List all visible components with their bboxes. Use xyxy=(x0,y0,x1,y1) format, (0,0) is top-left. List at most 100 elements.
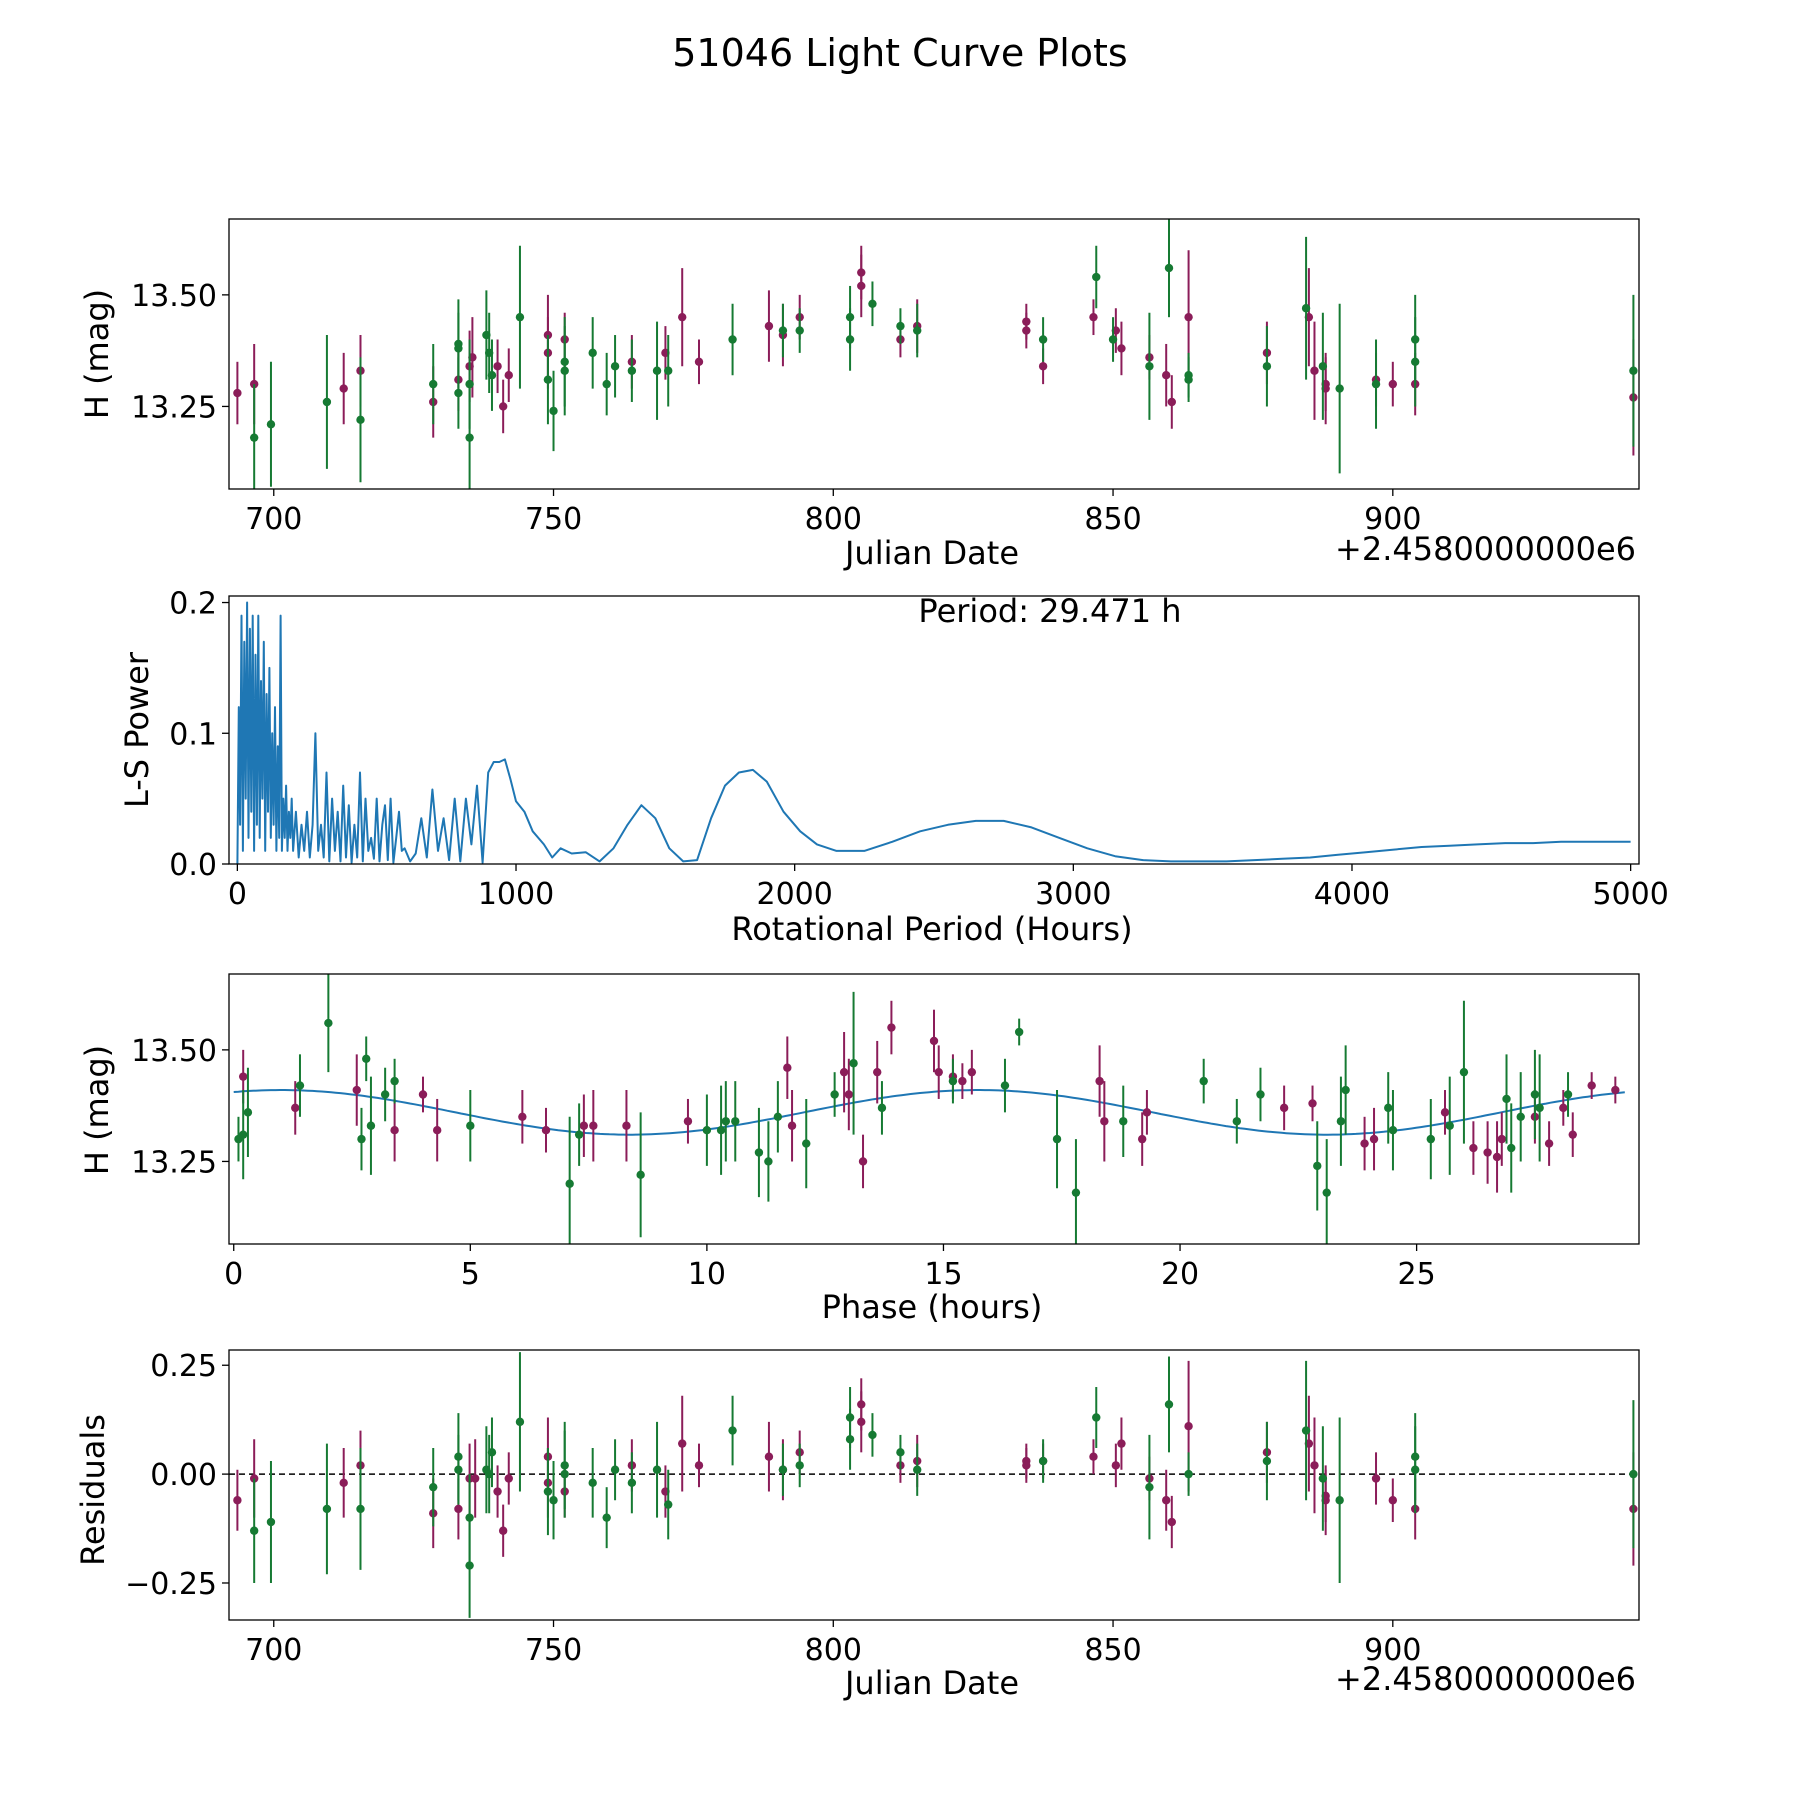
ls-line-periodogram xyxy=(236,601,1631,864)
res-point-g xyxy=(266,1517,276,1527)
lc-point-g xyxy=(627,366,637,375)
ph-point-r xyxy=(858,1157,868,1166)
ph-point-g xyxy=(1199,1076,1208,1086)
ls-ytick-label: 0.1 xyxy=(169,717,217,752)
lc-point-r xyxy=(1162,370,1171,380)
ph-point-r xyxy=(518,1112,527,1122)
res-point-g xyxy=(778,1465,788,1474)
lc-xtick-label: 800 xyxy=(805,502,862,537)
lc-point-r xyxy=(504,370,513,380)
lc-point-g xyxy=(1262,362,1272,371)
ph-point-g xyxy=(357,1134,366,1144)
lc-point-g xyxy=(602,379,611,389)
ph-point-g xyxy=(1502,1094,1511,1104)
lc-point-g xyxy=(778,326,788,335)
ls-xtick-label: 0 xyxy=(228,877,247,912)
lc-point-g xyxy=(868,299,877,308)
ph-point-r xyxy=(887,1023,896,1032)
res-point-g xyxy=(549,1496,558,1505)
ph-point-g xyxy=(1445,1121,1454,1130)
ph-xlabel: Phase (hours) xyxy=(822,1288,1043,1326)
ph-point-g xyxy=(849,1059,858,1068)
lc-point-g xyxy=(429,379,438,389)
res-point-r xyxy=(339,1478,348,1488)
ph-point-g xyxy=(1516,1112,1525,1122)
lc-ytick-label: 13.50 xyxy=(131,279,217,314)
ph-point-r xyxy=(873,1067,882,1077)
lc-point-g xyxy=(1184,375,1193,384)
lc-point-r xyxy=(339,384,348,393)
res-point-r xyxy=(498,1526,508,1535)
ph-point-r xyxy=(1279,1103,1289,1113)
ph-xtick-label: 15 xyxy=(924,1257,962,1292)
ph-point-g xyxy=(1530,1090,1540,1099)
lc-point-r xyxy=(498,402,508,411)
ph-point-g xyxy=(380,1090,390,1099)
lc-point-g xyxy=(728,335,737,344)
ph-point-r xyxy=(1497,1134,1506,1144)
res-point-g xyxy=(356,1504,365,1514)
ph-point-g xyxy=(295,1081,305,1090)
lc-point-g xyxy=(1038,335,1048,344)
res-point-g xyxy=(322,1504,332,1514)
lc-point-r xyxy=(1038,362,1048,371)
lc-point-r xyxy=(233,388,242,398)
ph-point-g xyxy=(366,1121,376,1130)
ph-point-g xyxy=(1000,1081,1010,1090)
ph-point-g xyxy=(1341,1085,1350,1095)
lc-point-g xyxy=(322,397,332,407)
lc-point-g xyxy=(1318,362,1328,371)
lc-point-g xyxy=(543,375,553,384)
res-xtick-label: 900 xyxy=(1364,1633,1421,1668)
res-point-r xyxy=(1371,1474,1381,1483)
ph-point-r xyxy=(683,1117,693,1126)
ph-point-g xyxy=(877,1103,887,1113)
ph-point-r xyxy=(844,1090,854,1099)
res-point-r xyxy=(1117,1439,1126,1448)
ph-point-r xyxy=(1611,1085,1620,1095)
ph-point-r xyxy=(1568,1130,1577,1139)
ph-point-r xyxy=(967,1067,977,1077)
ph-point-r xyxy=(1440,1108,1450,1117)
ph-point-g xyxy=(702,1125,712,1135)
ph-point-g xyxy=(948,1076,958,1086)
ph-point-g xyxy=(466,1121,475,1130)
lc-point-g xyxy=(588,348,597,358)
res-point-r xyxy=(1111,1461,1121,1470)
ph-point-g xyxy=(1388,1125,1398,1135)
lc-point-g xyxy=(356,415,365,425)
ph-point-r xyxy=(787,1121,797,1130)
ls-xtick-label: 4000 xyxy=(1314,877,1390,912)
ph-point-g xyxy=(1014,1027,1024,1037)
ph-point-r xyxy=(958,1076,967,1086)
res-point-r xyxy=(470,1474,480,1483)
res-point-g xyxy=(543,1487,553,1496)
lc-point-r xyxy=(1388,379,1398,389)
res-point-g xyxy=(845,1435,855,1444)
ph-point-g xyxy=(1336,1117,1346,1126)
lc-point-g xyxy=(266,420,276,429)
res-ytick-label: 0.25 xyxy=(150,1349,217,1384)
lc-point-g xyxy=(1410,357,1420,367)
res-point-g xyxy=(1410,1465,1420,1474)
ph-point-g xyxy=(1507,1143,1516,1153)
lc-xtick-label: 750 xyxy=(525,502,582,537)
ph-point-r xyxy=(1587,1081,1596,1090)
ph-point-g xyxy=(1232,1117,1242,1126)
panel-residuals: 700 750 800 850 900 −0.25 0.00 0.25 Julian Date… xyxy=(74,1349,1640,1702)
ls-ylabel: L-S Power xyxy=(118,651,156,808)
lc-point-g xyxy=(610,362,620,371)
ls-xtick-label: 3000 xyxy=(1035,877,1111,912)
res-xtick-label: 800 xyxy=(805,1633,862,1668)
res-point-g xyxy=(1629,1469,1638,1479)
lc-point-r xyxy=(764,321,774,331)
lc-point-g xyxy=(515,312,525,322)
ls-ytick-label: 0.2 xyxy=(169,587,217,622)
ph-point-g xyxy=(1256,1090,1265,1099)
ph-point-g xyxy=(1384,1103,1393,1113)
lc-point-r xyxy=(493,362,502,371)
ph-point-r xyxy=(589,1121,598,1130)
lc-point-r xyxy=(857,281,866,291)
res-point-g xyxy=(465,1561,474,1570)
